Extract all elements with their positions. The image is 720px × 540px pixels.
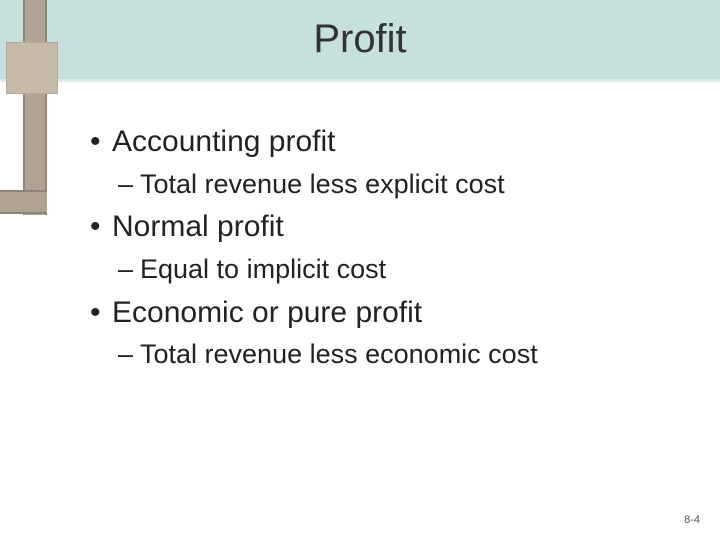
decorative-horizontal-bar [0,190,47,214]
title-bar: Profit [0,0,720,82]
bullet-lvl2: Total revenue less economic cost [118,334,690,376]
bullet-lvl1: Accounting profit [90,120,690,164]
slide-number: 8-4 [684,514,700,526]
bullet-lvl2: Total revenue less explicit cost [118,164,690,206]
bullet-lvl1: Economic or pure profit [90,291,690,335]
slide-content: Accounting profit Total revenue less exp… [90,120,690,376]
bullet-lvl2: Equal to implicit cost [118,249,690,291]
bullet-lvl1: Normal profit [90,205,690,249]
slide-title: Profit [313,17,406,62]
